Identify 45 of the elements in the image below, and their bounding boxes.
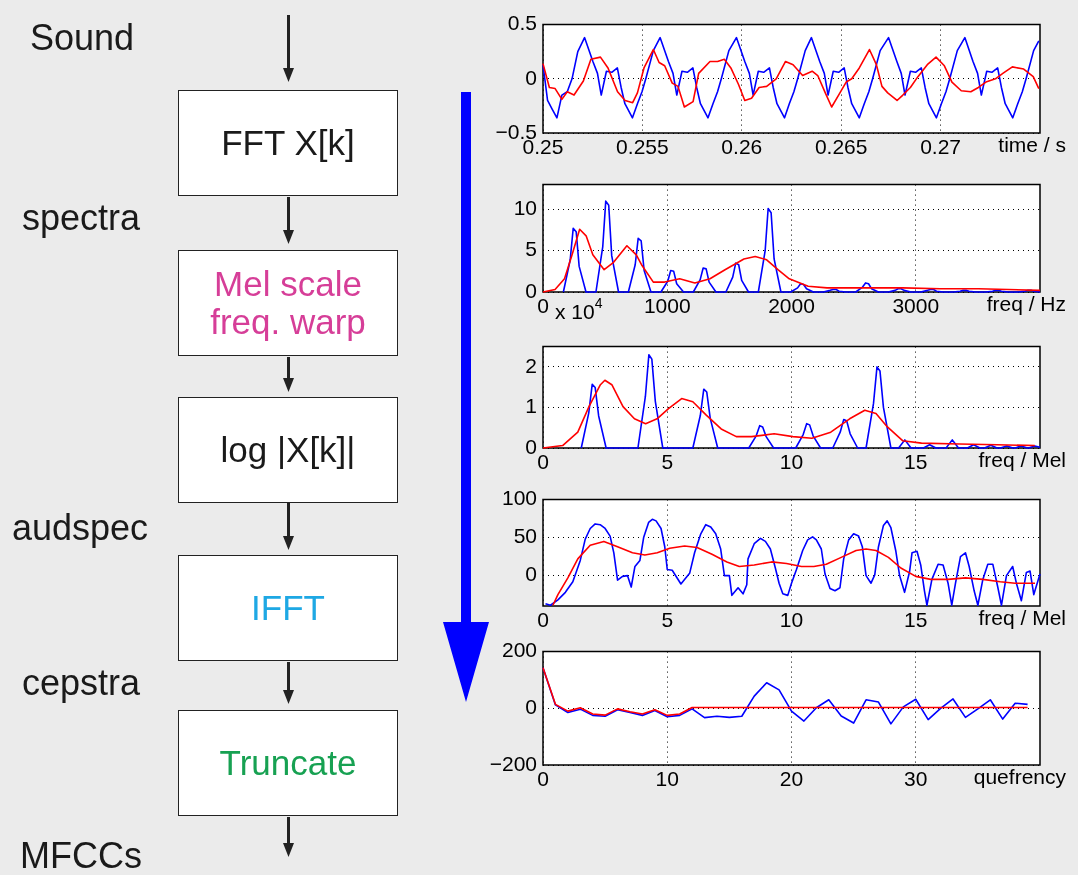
x-tick-label: 1000 — [643, 294, 691, 318]
text: Mel scale freq. warp — [209, 264, 367, 341]
x-tick-label: 5 — [661, 608, 674, 632]
text: spectra — [22, 197, 141, 238]
x-tick-label: 3000 — [892, 294, 940, 318]
x-tick-label: 30 — [904, 767, 928, 791]
y-tick-label: 0 — [525, 695, 537, 719]
text: cepstra — [22, 662, 141, 703]
x-tick-label: 15 — [904, 608, 928, 632]
x-tick-label: 0.26 — [721, 135, 763, 159]
y-tick-label: −200 — [489, 751, 537, 775]
x-axis-title: freq / Mel — [978, 448, 1066, 472]
x-tick-label: 2000 — [768, 294, 815, 318]
text: Truncate — [219, 743, 357, 782]
text: MFCCs — [20, 835, 142, 875]
x-axis-title: quefrency — [973, 765, 1067, 789]
x-tick-label: 20 — [779, 767, 804, 791]
y-tick-label: 0 — [525, 65, 537, 89]
x-tick-label: 10 — [655, 767, 679, 791]
y-tick-label: 5 — [525, 237, 537, 261]
x-tick-label: 10 — [779, 450, 804, 474]
x-tick-label: 10 — [779, 608, 804, 632]
x-tick-label: 0.255 — [616, 135, 669, 159]
text: FFT X[k] — [221, 123, 355, 162]
x-tick-label: 5 — [661, 450, 674, 474]
y-tick-label: 0 — [525, 434, 537, 458]
text: IFFT — [251, 588, 325, 627]
x-axis-title: time / s — [998, 133, 1066, 157]
y-tick-label: 10 — [513, 196, 537, 220]
x-axis-title: freq / Hz — [986, 292, 1066, 316]
x-tick-label: 0.27 — [920, 135, 962, 159]
y-tick-label: 1 — [525, 394, 537, 418]
text: log |X[k]| — [220, 430, 356, 469]
y-tick-label: 2 — [525, 353, 537, 377]
y-tick-label: 200 — [501, 638, 537, 662]
y-tick-label: 50 — [513, 524, 537, 548]
x-tick-label: 0.265 — [814, 135, 868, 159]
text: Sound — [30, 17, 135, 58]
text: audspec — [12, 507, 149, 548]
y-tick-label: 100 — [501, 486, 537, 510]
y-tick-label: 0 — [525, 278, 537, 302]
x-tick-label: 15 — [904, 450, 928, 474]
y-tick-label: 0.5 — [507, 11, 537, 35]
x-axis-title: freq / Mel — [978, 606, 1066, 630]
y-tick-label: 0 — [525, 562, 537, 586]
